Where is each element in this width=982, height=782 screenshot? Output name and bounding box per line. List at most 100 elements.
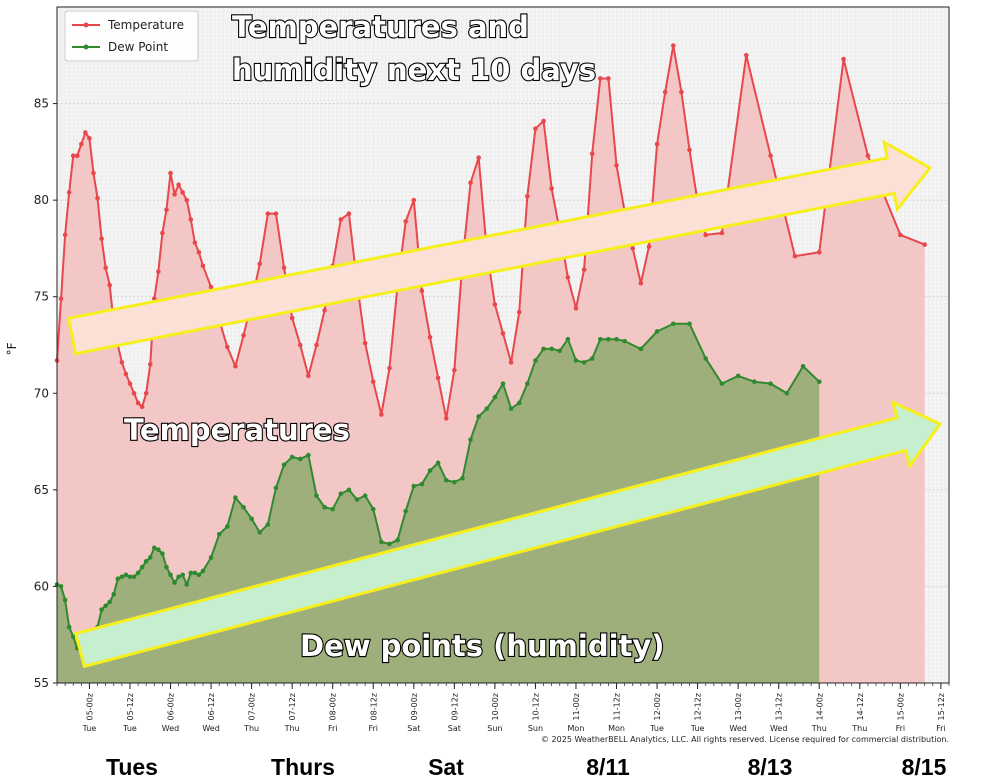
x-tick-time-label: 13-00z	[734, 693, 743, 720]
dewpoint-point	[119, 574, 125, 580]
dewpoint-point	[330, 506, 336, 512]
dewpoint-point	[719, 381, 725, 386]
temperature-point	[476, 155, 481, 160]
chart-title-line-2: humidity next 10 days	[232, 53, 596, 87]
temperature-point	[79, 141, 84, 147]
bottom-day-label: Tues	[106, 754, 158, 780]
temperature-point	[196, 249, 202, 255]
dewpoint-point	[139, 564, 145, 570]
dewpoint-point	[622, 338, 627, 344]
dewpoint-point	[188, 570, 194, 576]
temperature-point	[662, 89, 668, 95]
temperature-point	[160, 230, 165, 236]
temperature-point	[606, 76, 611, 81]
temperature-trend-arrow	[66, 139, 933, 356]
dewpoint-point	[614, 336, 619, 342]
x-tick-day-label: Sun	[528, 724, 543, 733]
dewpoint-point	[525, 381, 530, 386]
x-tick-time-label: 07-12z	[288, 693, 297, 720]
temperature-point	[638, 280, 644, 286]
dewpoint-point	[103, 603, 108, 609]
temperature-point	[670, 43, 676, 48]
dewpoint-point	[241, 504, 246, 510]
dewpoint-point	[492, 394, 498, 400]
dewpoint-point	[687, 321, 692, 327]
dewpoint-trend-arrow	[73, 399, 943, 669]
temperature-point	[188, 217, 194, 222]
dewpoint-point	[606, 336, 611, 342]
temperature-point	[83, 130, 88, 135]
temperature-point	[922, 242, 927, 247]
dewpoint-point	[346, 487, 352, 493]
temperature-point	[119, 360, 125, 365]
x-tick-day-label: Tue	[82, 724, 97, 733]
temperature-point	[156, 269, 161, 274]
temperature-point	[573, 306, 579, 311]
dewpoint-point	[192, 570, 198, 576]
x-tick-day-label: Thu	[851, 724, 867, 733]
y-tick-label: 55	[34, 676, 49, 690]
x-tick-time-label: 05-00z	[85, 693, 94, 720]
x-tick-time-label: 06-12z	[207, 693, 216, 720]
dewpoint-point	[107, 599, 113, 605]
temperature-point	[362, 340, 368, 346]
y-axis-label: °F	[5, 342, 19, 355]
dewpoint-point	[289, 454, 295, 460]
x-tick-day-label: Mon	[608, 724, 625, 733]
x-tick-time-label: 07-00z	[248, 693, 257, 720]
dewpoint-point	[180, 572, 185, 578]
temperature-point	[565, 275, 571, 280]
dewpoint-point	[322, 504, 327, 510]
y-tick-label: 60	[34, 579, 49, 593]
x-tick-time-label: 11-00z	[572, 693, 581, 720]
x-tick-day-label: Fri	[936, 724, 946, 733]
dewpoint-point	[654, 329, 660, 334]
dewpoint-point	[573, 358, 579, 363]
dewpoint-point	[816, 379, 822, 384]
bottom-day-label: Sat	[428, 754, 464, 780]
bottom-day-label: 8/11	[586, 754, 630, 780]
x-tick-time-label: 08-12z	[369, 693, 378, 720]
legend-swatch-marker	[83, 44, 89, 50]
dewpoint-point	[66, 624, 72, 630]
y-tick-label: 65	[34, 483, 49, 497]
x-tick-day-label: Tue	[122, 724, 137, 733]
temperature-point	[306, 373, 311, 379]
dewpoint-point	[99, 607, 104, 612]
dewpoint-point	[800, 363, 806, 369]
temperature-point	[91, 170, 96, 176]
temperature-point	[500, 331, 506, 336]
x-tick-day-label: Thu	[811, 724, 827, 733]
dewpoint-point	[152, 545, 157, 551]
temperature-point	[743, 52, 749, 58]
dewpoint-point	[184, 582, 190, 587]
temperature-point	[370, 379, 376, 384]
temperature-point	[614, 163, 619, 168]
x-tick-time-label: 08-00z	[329, 693, 338, 720]
dewpoint-point	[370, 506, 376, 512]
dewpoint-point	[164, 564, 169, 570]
temperature-point	[176, 182, 181, 187]
temperature-point	[646, 244, 652, 249]
dewpoint-point	[419, 481, 425, 487]
y-tick-label: 80	[34, 193, 49, 207]
dewpoint-point	[598, 336, 603, 342]
bottom-day-label: 8/13	[748, 754, 793, 780]
temperature-point	[443, 416, 449, 421]
dewpoint-point	[752, 379, 757, 384]
temperature-point	[172, 192, 177, 197]
temperature-point	[792, 253, 798, 259]
x-tick-time-label: 09-00z	[410, 693, 419, 720]
temperature-point	[516, 309, 522, 315]
dewpoint-point	[273, 485, 279, 491]
temperature-point	[346, 211, 352, 216]
temperature-point	[549, 186, 554, 191]
dewpoint-point	[500, 381, 506, 386]
y-tick-label: 70	[34, 386, 49, 400]
dewpoint-point	[176, 574, 181, 580]
temperature-point	[208, 284, 214, 290]
y-tick-label: 75	[34, 290, 49, 304]
x-tick-day-label: Wed	[162, 724, 179, 733]
x-tick-time-label: 12-00z	[653, 693, 662, 720]
